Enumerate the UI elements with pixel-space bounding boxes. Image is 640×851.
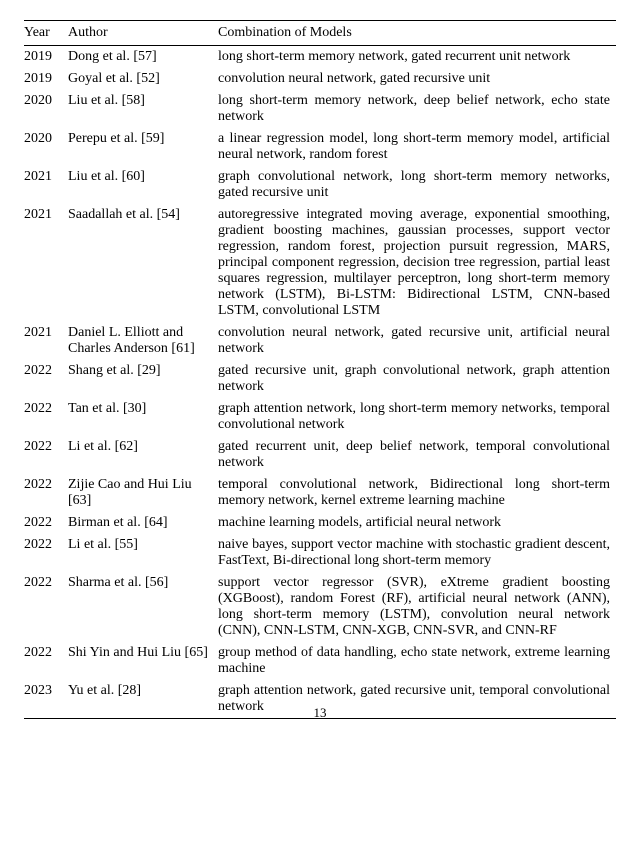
cell-author: Sharma et al. [56] xyxy=(68,572,218,642)
table-row: 2022Birman et al. [64]machine learning m… xyxy=(24,512,616,534)
cell-year: 2020 xyxy=(24,128,68,166)
cell-author: Birman et al. [64] xyxy=(68,512,218,534)
cell-combo: group method of data handling, echo stat… xyxy=(218,642,616,680)
cell-author: Liu et al. [58] xyxy=(68,90,218,128)
cell-year: 2022 xyxy=(24,534,68,572)
cell-year: 2022 xyxy=(24,474,68,512)
table-row: 2019Goyal et al. [52]convolution neural … xyxy=(24,68,616,90)
cell-author: Saadallah et al. [54] xyxy=(68,204,218,322)
cell-combo: gated recurrent unit, deep belief networ… xyxy=(218,436,616,474)
cell-year: 2022 xyxy=(24,398,68,436)
cell-combo: temporal convolutional network, Bidirect… xyxy=(218,474,616,512)
cell-year: 2020 xyxy=(24,90,68,128)
cell-year: 2021 xyxy=(24,204,68,322)
table-row: 2022Li et al. [55]naive bayes, support v… xyxy=(24,534,616,572)
table-row: 2020Perepu et al. [59]a linear regressio… xyxy=(24,128,616,166)
table-row: 2021Liu et al. [60]graph convolutional n… xyxy=(24,166,616,204)
col-header-author: Author xyxy=(68,21,218,46)
cell-year: 2021 xyxy=(24,166,68,204)
cell-combo: a linear regression model, long short-te… xyxy=(218,128,616,166)
table-row: 2022Zijie Cao and Hui Liu [63]temporal c… xyxy=(24,474,616,512)
cell-author: Daniel L. Elliott and Charles Anderson [… xyxy=(68,322,218,360)
cell-year: 2022 xyxy=(24,572,68,642)
col-header-combo: Combination of Models xyxy=(218,21,616,46)
cell-combo: gated recursive unit, graph convolutiona… xyxy=(218,360,616,398)
cell-combo: convolution neural network, gated recurs… xyxy=(218,322,616,360)
table-row: 2021Saadallah et al. [54]autoregressive … xyxy=(24,204,616,322)
cell-year: 2019 xyxy=(24,46,68,69)
table-row: 2022Sharma et al. [56]support vector reg… xyxy=(24,572,616,642)
table-row: 2020Liu et al. [58]long short-term memor… xyxy=(24,90,616,128)
cell-author: Tan et al. [30] xyxy=(68,398,218,436)
table-row: 2022Shang et al. [29]gated recursive uni… xyxy=(24,360,616,398)
cell-author: Shang et al. [29] xyxy=(68,360,218,398)
cell-author: Zijie Cao and Hui Liu [63] xyxy=(68,474,218,512)
cell-year: 2022 xyxy=(24,512,68,534)
cell-year: 2022 xyxy=(24,642,68,680)
cell-author: Perepu et al. [59] xyxy=(68,128,218,166)
cell-year: 2022 xyxy=(24,436,68,474)
cell-combo: naive bayes, support vector machine with… xyxy=(218,534,616,572)
table-row: 2021Daniel L. Elliott and Charles Anders… xyxy=(24,322,616,360)
table-row: 2022Li et al. [62]gated recurrent unit, … xyxy=(24,436,616,474)
cell-author: Goyal et al. [52] xyxy=(68,68,218,90)
cell-combo: convolution neural network, gated recurs… xyxy=(218,68,616,90)
cell-year: 2022 xyxy=(24,360,68,398)
table-row: 2019Dong et al. [57]long short-term memo… xyxy=(24,46,616,69)
cell-year: 2019 xyxy=(24,68,68,90)
cell-combo: support vector regressor (SVR), eXtreme … xyxy=(218,572,616,642)
cell-combo: long short-term memory network, gated re… xyxy=(218,46,616,69)
cell-combo: machine learning models, artificial neur… xyxy=(218,512,616,534)
cell-combo: graph attention network, long short-term… xyxy=(218,398,616,436)
col-header-year: Year xyxy=(24,21,68,46)
table-row: 2022Shi Yin and Hui Liu [65]group method… xyxy=(24,642,616,680)
cell-combo: long short-term memory network, deep bel… xyxy=(218,90,616,128)
models-table: Year Author Combination of Models 2019Do… xyxy=(24,20,616,719)
cell-combo: autoregressive integrated moving average… xyxy=(218,204,616,322)
cell-author: Li et al. [62] xyxy=(68,436,218,474)
cell-author: Dong et al. [57] xyxy=(68,46,218,69)
table-row: 2022Tan et al. [30]graph attention netwo… xyxy=(24,398,616,436)
cell-author: Li et al. [55] xyxy=(68,534,218,572)
cell-author: Shi Yin and Hui Liu [65] xyxy=(68,642,218,680)
cell-combo: graph convolutional network, long short-… xyxy=(218,166,616,204)
cell-year: 2021 xyxy=(24,322,68,360)
cell-author: Liu et al. [60] xyxy=(68,166,218,204)
page-number: 13 xyxy=(24,705,616,721)
table-header-row: Year Author Combination of Models xyxy=(24,21,616,46)
